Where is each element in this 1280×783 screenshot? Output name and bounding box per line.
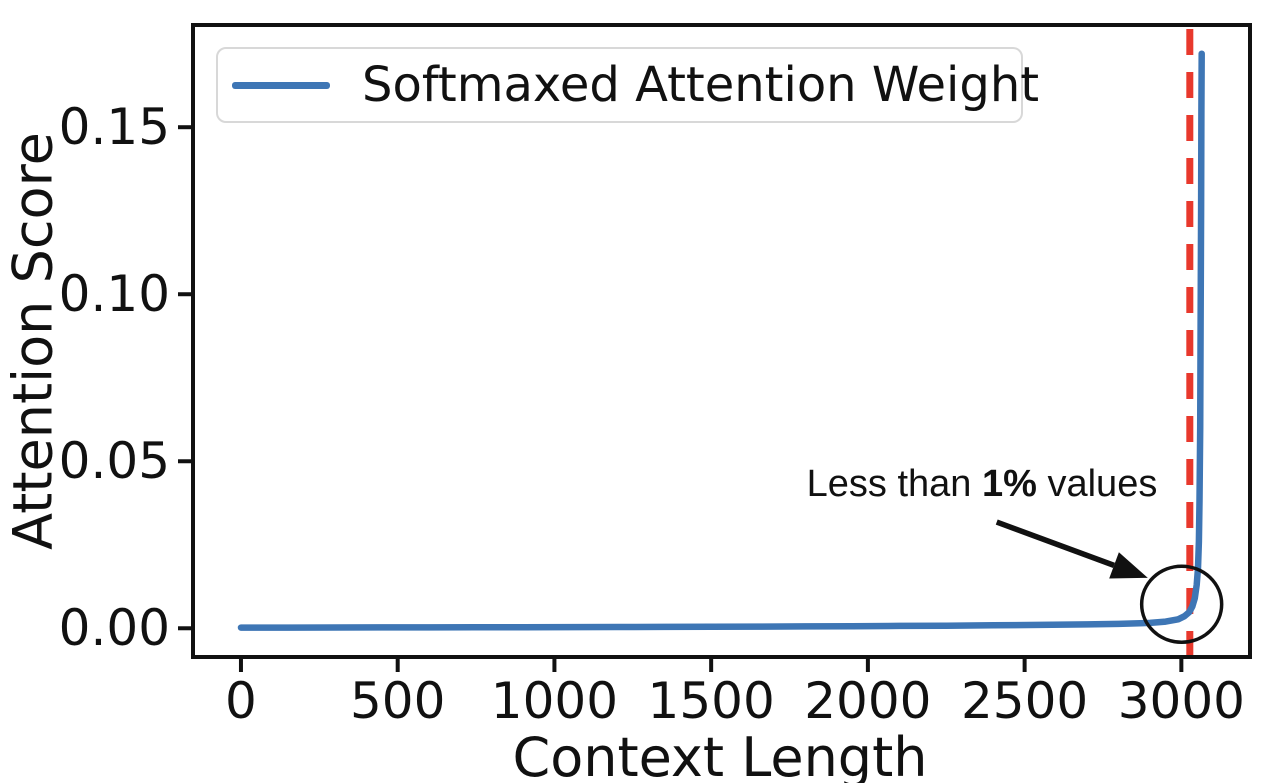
annotation-label-suffix: values	[1036, 463, 1158, 505]
legend-box: Softmaxed Attention Weight	[216, 47, 1039, 123]
x-tick-label: 2000	[804, 672, 932, 730]
annotation-arrow-shaft	[995, 519, 1115, 568]
annotation-label-prefix: Less than	[806, 463, 982, 505]
x-tick-label: 1500	[647, 672, 775, 730]
highlight-circle	[1139, 564, 1224, 644]
x-tick-label: 3000	[1117, 672, 1245, 730]
x-axis-title: Context Length	[512, 726, 928, 783]
y-tick-label: 0.00	[58, 599, 170, 658]
annotation-label: Less than 1% values	[732, 460, 1232, 508]
legend-label: Softmaxed Attention Weight	[362, 57, 1040, 113]
series-line	[237, 50, 1205, 631]
y-tick-label: 0.10	[58, 265, 170, 324]
x-tick-label: 1000	[490, 672, 619, 730]
legend-line-sample	[232, 81, 330, 89]
x-tick-label: 2500	[960, 672, 1089, 730]
y-tick-label: 0.05	[58, 432, 170, 491]
x-tick-label: 500	[349, 672, 446, 730]
plot-frame	[191, 23, 1252, 659]
annotation-arrow-head	[1109, 552, 1148, 579]
x-tick-label: 0	[225, 672, 257, 730]
annotation-label-bold: 1%	[982, 463, 1037, 505]
y-tick-label: 0.15	[58, 98, 170, 157]
